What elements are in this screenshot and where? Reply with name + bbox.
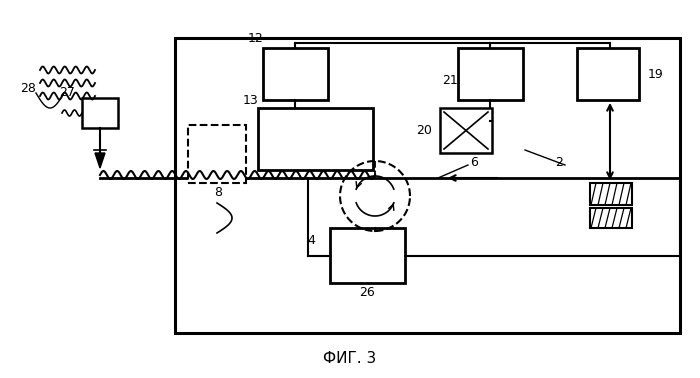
Text: 4: 4 (307, 234, 315, 246)
Text: 20: 20 (416, 124, 432, 136)
Bar (458, 48, 523, 100)
Bar (330, 228, 405, 283)
Text: 21: 21 (442, 73, 458, 87)
Text: 19: 19 (648, 68, 664, 81)
Bar (263, 48, 328, 100)
Bar (175, 38, 680, 333)
Text: 28: 28 (20, 82, 36, 94)
Text: 26: 26 (359, 287, 375, 299)
Bar (577, 48, 639, 100)
Text: 27: 27 (59, 87, 75, 99)
Text: 2: 2 (555, 155, 563, 169)
Bar (258, 108, 373, 170)
Bar (590, 183, 632, 205)
Bar (440, 108, 492, 153)
Text: 6: 6 (470, 155, 478, 169)
Bar (82, 98, 118, 128)
Text: 13: 13 (242, 93, 258, 107)
Bar (188, 125, 246, 183)
Polygon shape (95, 153, 105, 168)
Text: 8: 8 (214, 186, 222, 200)
Text: 12: 12 (247, 31, 263, 45)
Bar (590, 208, 632, 228)
Text: ФИГ. 3: ФИГ. 3 (323, 351, 377, 366)
